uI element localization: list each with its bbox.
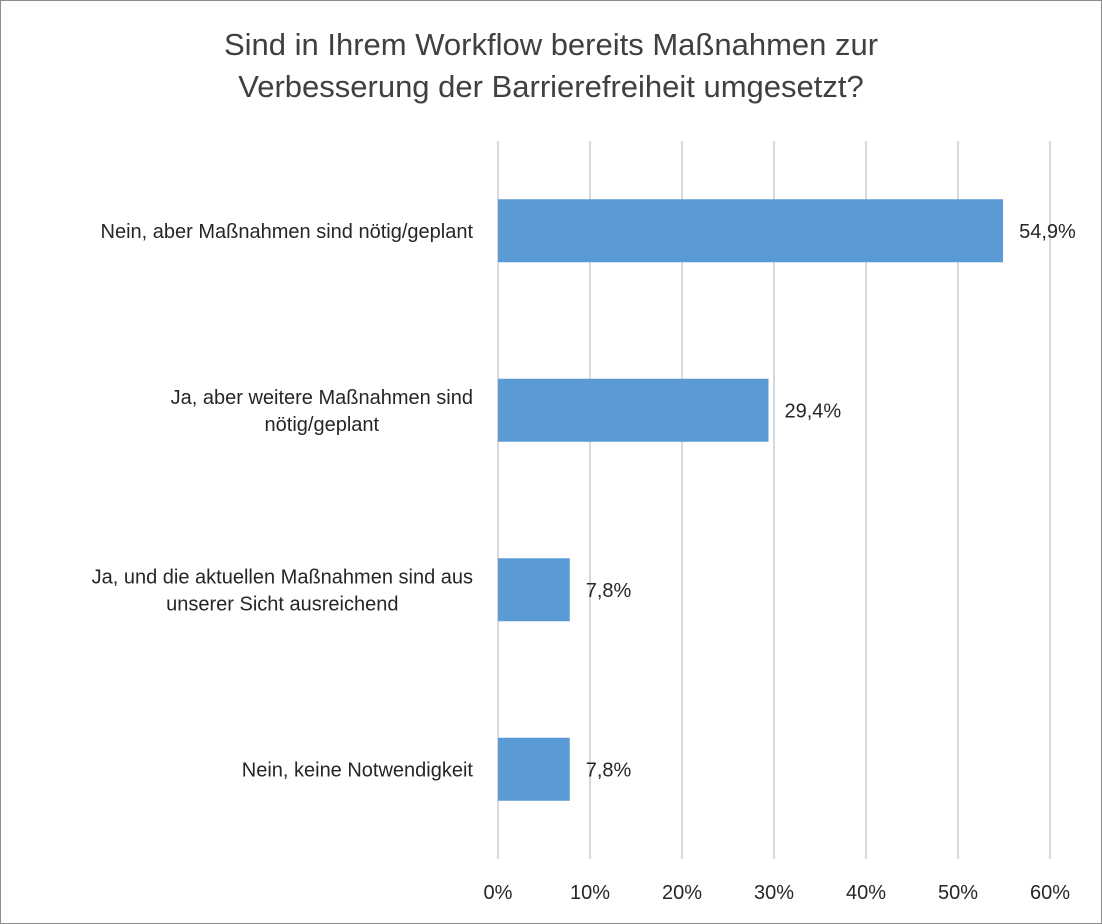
category-label: nötig/geplant [265, 414, 380, 436]
x-tick-label: 60% [1030, 882, 1070, 904]
bar [498, 199, 1004, 263]
category-label: unserer Sicht ausreichend [166, 593, 398, 615]
category-labels: Nein, aber Maßnahmen sind nötig/geplant J… [92, 221, 474, 782]
data-labels: 54,9% 29,4% 7,8% 7,8% [586, 221, 1076, 782]
category-label: Nein, aber Maßnahmen sind nötig/geplant [101, 221, 474, 243]
chart-title: Sind in Ihrem Workflow bereits Maßnahmen… [224, 27, 878, 104]
x-tick-label: 20% [662, 882, 702, 904]
bars [498, 199, 1004, 801]
category-label: Ja, und die aktuellen Maßnahmen sind aus [92, 566, 473, 588]
chart-title-line: Verbesserung der Barrierefreiheit umgese… [238, 69, 864, 104]
data-label: 7,8% [586, 759, 632, 781]
x-tick-label: 30% [754, 882, 794, 904]
x-axis-tick-labels: 0% 10% 20% 30% 40% 50% 60% [484, 882, 1071, 904]
data-label: 29,4% [784, 400, 841, 422]
bar [498, 378, 769, 442]
x-tick-label: 40% [846, 882, 886, 904]
data-label: 7,8% [586, 580, 632, 602]
x-tick-label: 50% [938, 882, 978, 904]
data-label: 54,9% [1019, 221, 1076, 243]
chart-title-line: Sind in Ihrem Workflow bereits Maßnahmen… [224, 27, 878, 62]
bar [498, 737, 570, 801]
x-tick-label: 10% [570, 882, 610, 904]
bar [498, 558, 570, 622]
category-label: Nein, keine Notwendigkeit [242, 759, 474, 781]
x-tick-label: 0% [484, 882, 513, 904]
category-label: Ja, aber weitere Maßnahmen sind [171, 387, 473, 409]
